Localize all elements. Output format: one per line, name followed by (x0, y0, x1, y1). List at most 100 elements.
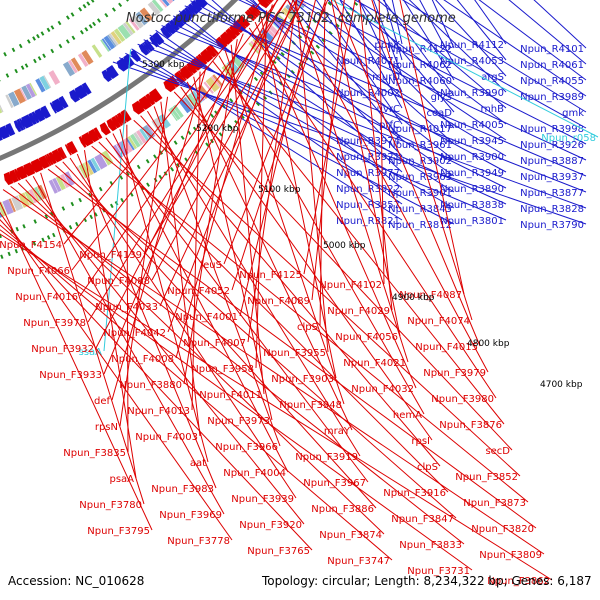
reverse-gene-label: Npun_R3877 (520, 188, 584, 199)
marker-tick (276, 55, 281, 61)
marker-tick (153, 154, 157, 159)
gene-feature (250, 5, 261, 16)
callout-line (443, 0, 587, 97)
cog-feature (8, 198, 16, 213)
gene-feature (120, 109, 132, 123)
callout-line (69, 157, 297, 499)
marker-tick (290, 69, 295, 75)
kbp-tick-label: 4900 kbp (392, 293, 435, 303)
marker-tick (46, 235, 51, 240)
marker-tick (5, 73, 10, 78)
forward-gene-label: Npun_F4032 (351, 384, 414, 395)
marker-tick (58, 43, 63, 49)
reverse-strand-genes (0, 0, 209, 141)
callout-line (224, 50, 345, 405)
marker-tick (327, 1, 332, 6)
cog-feature (136, 130, 147, 144)
forward-gene-label: Npun_F4007 (183, 338, 246, 349)
cog-feature (103, 35, 116, 50)
cog-feature (67, 59, 78, 74)
marker-tick (7, 251, 11, 257)
cog-feature (203, 81, 214, 94)
reverse-gene-label: Npun_R3901 (388, 188, 452, 199)
gene-feature (23, 162, 36, 177)
cog-feature (24, 190, 35, 206)
marker-tick (52, 232, 56, 238)
callout-line (32, 176, 225, 515)
forward-gene-label: Npun_F4042 (103, 328, 166, 339)
forward-gene-label: Npun_F3969 (159, 510, 222, 521)
marker-tick (145, 159, 150, 164)
cog-feature (131, 14, 144, 29)
callout-line (0, 224, 393, 561)
gene-feature (48, 151, 57, 165)
cog-feature (55, 175, 66, 191)
gene-feature (188, 3, 199, 15)
forward-gene-label: Npun_F3795 (87, 526, 150, 537)
gene-feature (28, 112, 37, 125)
cog-feature (0, 107, 3, 114)
callout-line (212, 60, 505, 425)
callout-line (378, 0, 385, 285)
callout-line (153, 106, 281, 447)
marker-tick (315, 44, 320, 49)
reverse-gene-label: Npun_R3845 (388, 204, 452, 215)
forward-gene-label: secD (485, 446, 510, 457)
rna-gene-label: Npun_r058 (541, 133, 596, 144)
reverse-gene-label: gmk (562, 108, 584, 119)
cog-feature (94, 153, 108, 170)
marker-tick (98, 186, 103, 192)
callout-line (248, 27, 497, 399)
cog-feature (264, 26, 277, 39)
callout-line (260, 16, 337, 379)
callout-line (295, 0, 329, 353)
forward-gene-label: Npun_F3835 (63, 448, 126, 459)
forward-gene-label: Npun_F3939 (231, 494, 294, 505)
marker-tick (229, 98, 234, 103)
gene-feature (138, 43, 150, 56)
reverse-gene-label: Npun_R3998 (520, 124, 584, 135)
reverse-gene-label: Npun_R3963 (388, 172, 452, 183)
reverse-gene-label: uvrC (377, 104, 400, 115)
gene-feature (130, 49, 142, 62)
forward-gene-label: Npun_F3978 (23, 318, 86, 329)
gene-feature (138, 95, 153, 110)
callout-line (91, 145, 529, 503)
gene-feature (149, 36, 160, 48)
gene-feature (46, 153, 54, 166)
marker-tick (94, 212, 98, 217)
gene-feature (59, 146, 67, 159)
callout-line (533, 0, 587, 49)
marker-tick (120, 197, 124, 203)
callout-line (98, 141, 449, 493)
gene-feature (81, 82, 92, 95)
cog-feature (0, 104, 4, 113)
gene-feature (267, 0, 273, 3)
reverse-gene-label: murD (372, 72, 400, 83)
callout-line (303, 0, 356, 275)
callout-line (79, 0, 288, 297)
marker-tick (129, 192, 134, 197)
marker-tick (118, 2, 123, 8)
marker-tick (86, 1, 91, 6)
callout-line (401, 0, 587, 113)
callout-line (105, 137, 369, 483)
callout-line (183, 39, 238, 385)
map-title: Nostoc punctiforme PCC 73102, complete g… (126, 11, 456, 26)
callout-line (371, 0, 473, 321)
callout-line (71, 0, 279, 271)
topology-text: Topology: circular; Length: 8,234,322 bp… (261, 574, 592, 588)
callout-line (230, 44, 265, 395)
forward-gene-label: rpsI (411, 436, 430, 447)
callout-line (76, 153, 217, 489)
gene-feature (169, 75, 180, 88)
forward-gene-label: Npun_F4139 (79, 250, 142, 261)
callout-line (201, 0, 455, 177)
forward-gene-label: Npun_F4074 (407, 316, 470, 327)
reverse-gene-label: argS (481, 72, 504, 83)
callout-line (311, 0, 345, 301)
forward-gene-label: Npun_F3873 (463, 498, 526, 509)
gene-feature (172, 15, 185, 29)
gene-feature (131, 100, 145, 115)
callout-line (330, 0, 599, 138)
